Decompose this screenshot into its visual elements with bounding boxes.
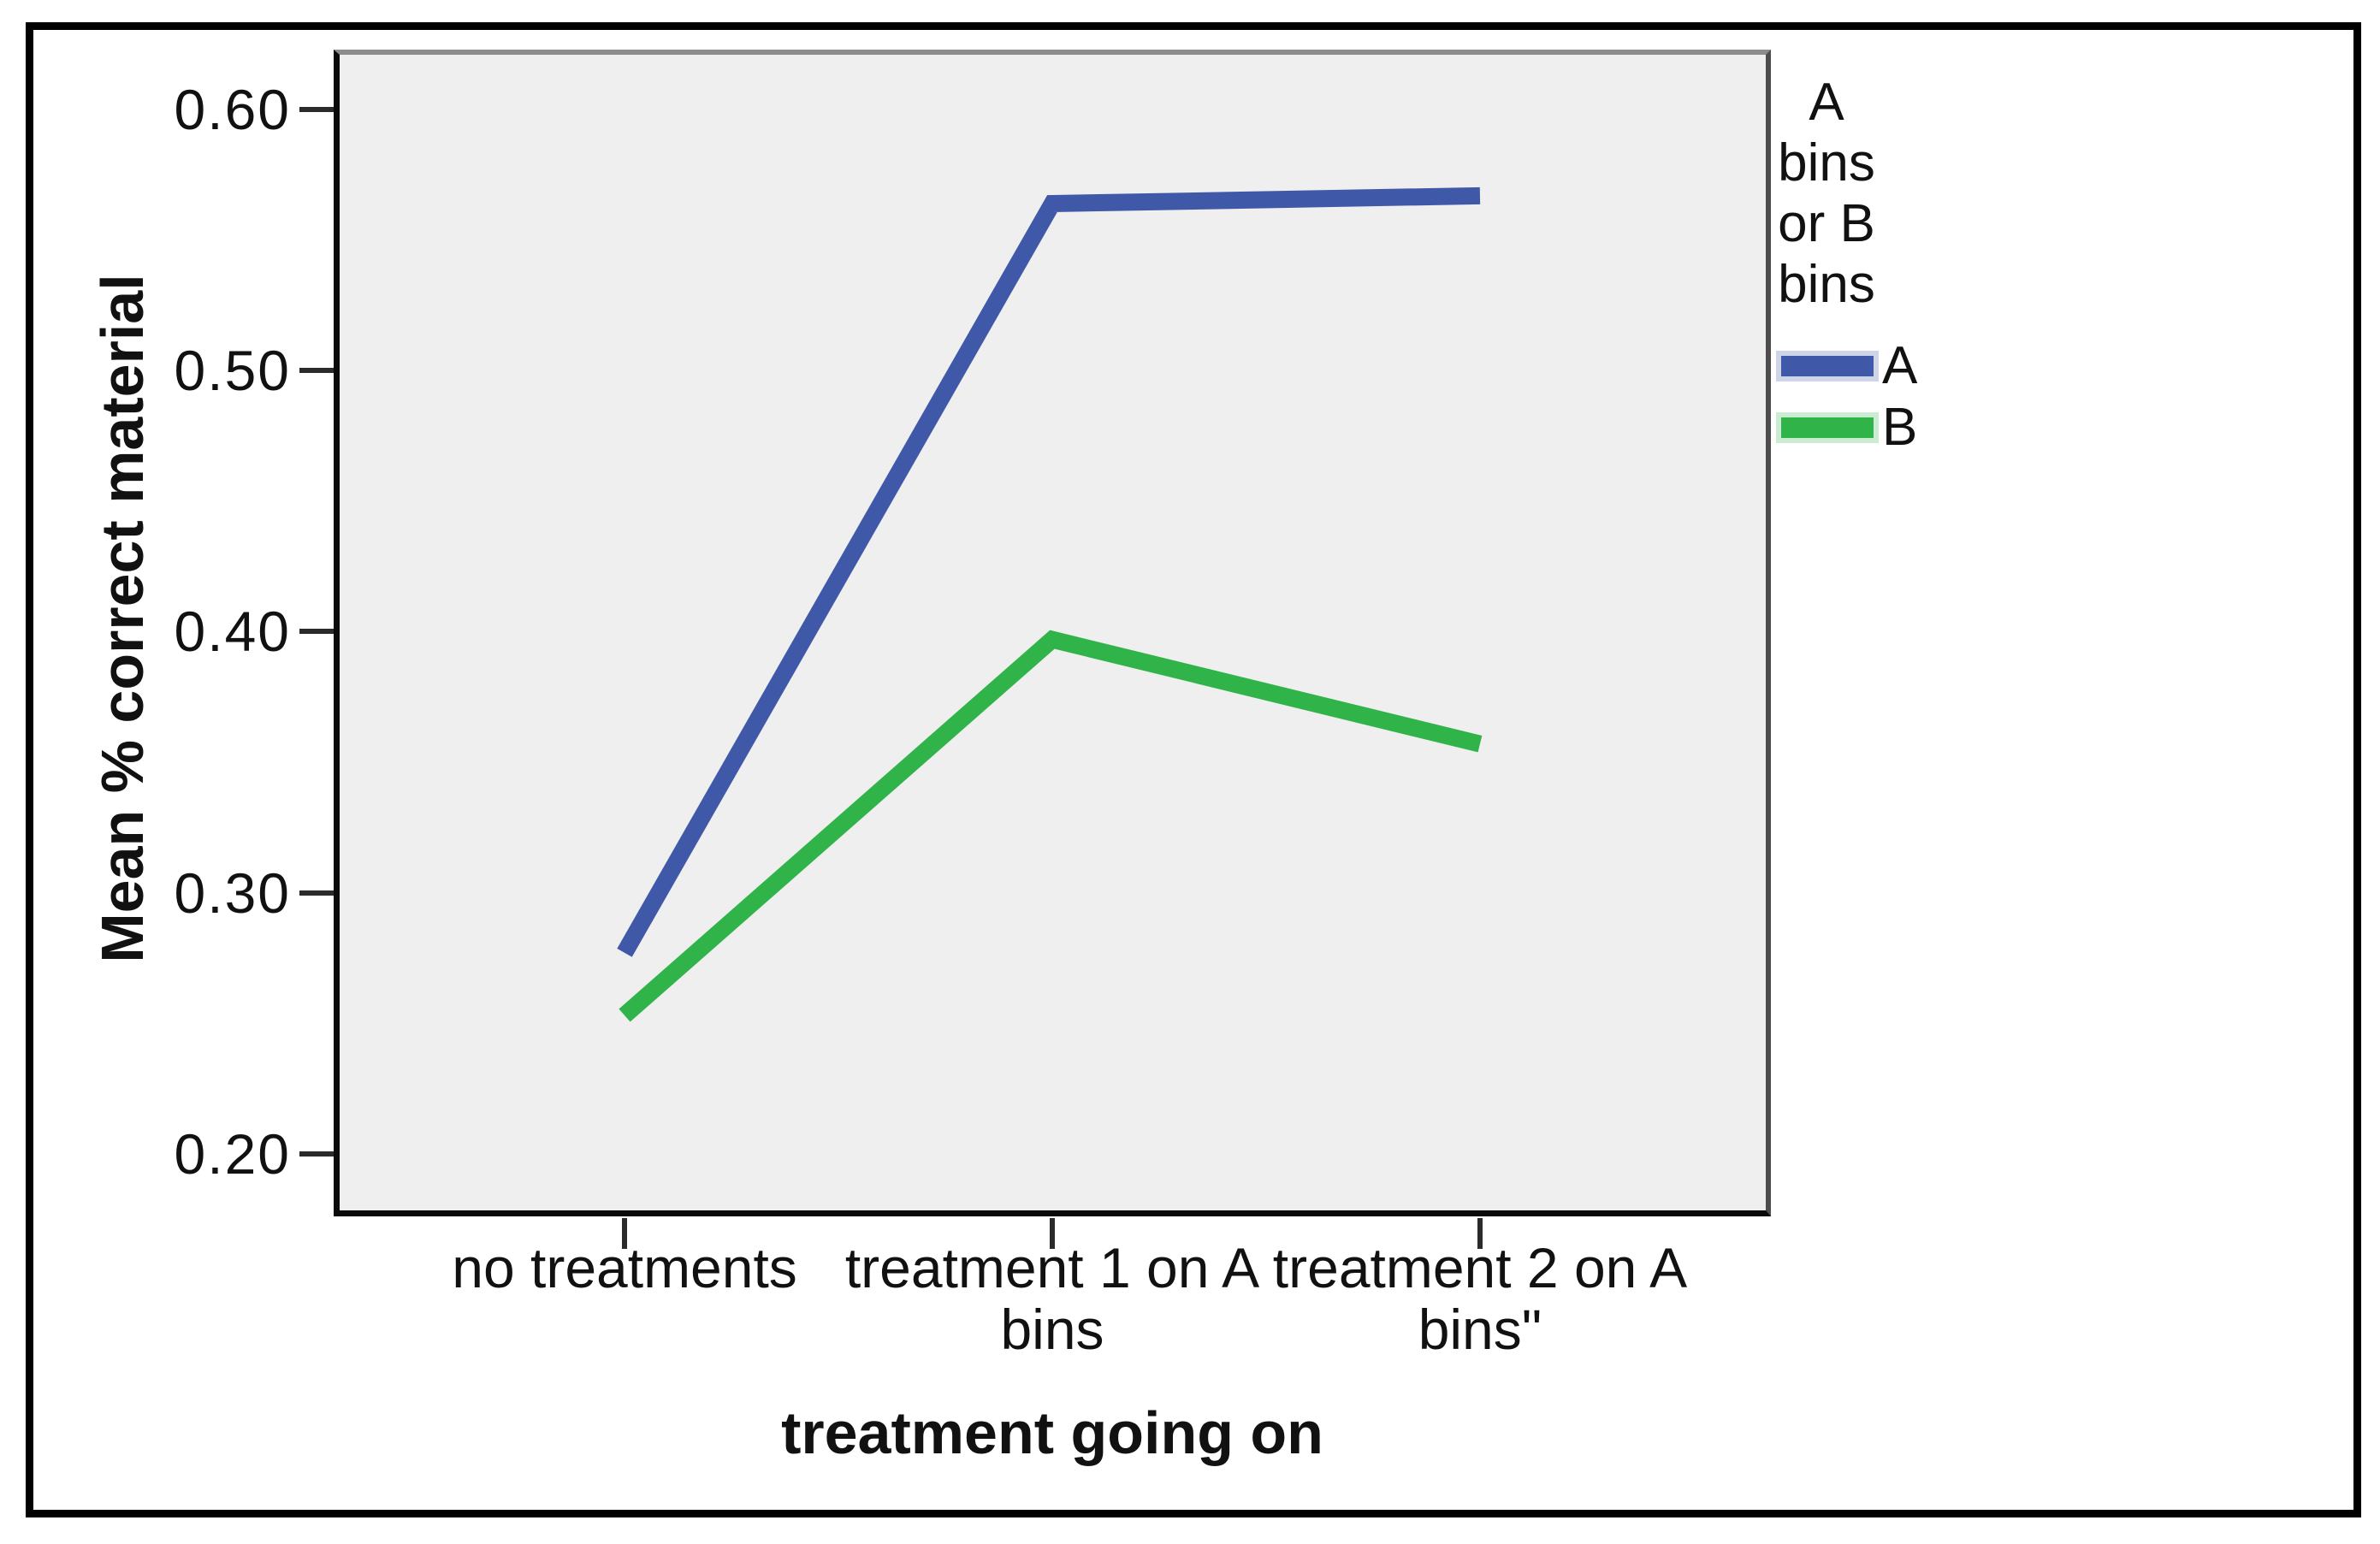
- legend-label-A: A: [1882, 336, 1918, 395]
- x-category-label: treatment 1 on A bins: [844, 1236, 1260, 1361]
- legend-swatch-A: [1781, 356, 1874, 376]
- figure-border: [26, 22, 2361, 1517]
- x-category-label: no treatments: [452, 1236, 797, 1299]
- y-tick-mark: [299, 890, 334, 896]
- y-tick-label: 0.30: [174, 861, 291, 925]
- legend-swatch-B: [1781, 417, 1874, 438]
- x-axis-title: treatment going on: [781, 1399, 1323, 1466]
- x-category-label: treatment 2 on A bins": [1272, 1236, 1688, 1361]
- legend-label-B: B: [1882, 398, 1918, 457]
- legend-title: A bins or B bins: [1778, 73, 1875, 314]
- y-tick-label: 0.20: [174, 1121, 291, 1186]
- x-tick-mark: [1477, 1218, 1483, 1249]
- y-tick-mark: [299, 629, 334, 635]
- chart-lines-svg: [617, 186, 1483, 1022]
- y-tick-mark: [299, 1151, 334, 1157]
- y-tick-label: 0.50: [174, 339, 291, 403]
- series-line-A: [617, 186, 1481, 957]
- y-tick-label: 0.40: [174, 600, 291, 664]
- y-tick-mark: [299, 107, 334, 113]
- series-line-B: [619, 630, 1483, 1022]
- x-tick-mark: [1050, 1218, 1055, 1249]
- y-tick-mark: [299, 368, 334, 374]
- x-tick-mark: [622, 1218, 628, 1249]
- plot-area: [334, 50, 1771, 1216]
- y-tick-label: 0.60: [174, 78, 291, 142]
